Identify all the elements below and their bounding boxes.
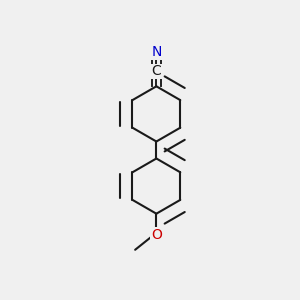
Text: N: N bbox=[151, 45, 162, 59]
Text: O: O bbox=[151, 228, 162, 242]
Text: C: C bbox=[152, 64, 161, 78]
